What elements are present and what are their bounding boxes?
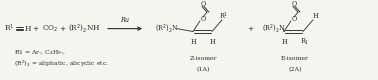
Text: (1A): (1A) — [196, 67, 210, 72]
Text: Ru: Ru — [121, 16, 130, 24]
Text: R$^{1}$: R$^{1}$ — [4, 23, 14, 34]
Text: (2A): (2A) — [288, 67, 302, 72]
Text: O: O — [291, 0, 297, 8]
Text: R$^{1}$: R$^{1}$ — [219, 10, 229, 22]
Text: H: H — [209, 38, 215, 46]
Text: H: H — [190, 38, 196, 46]
Text: +: + — [247, 25, 253, 33]
Text: H: H — [25, 25, 31, 33]
Text: (R$^{2}$)$_{2}$NH: (R$^{2}$)$_{2}$NH — [68, 23, 101, 34]
Text: O: O — [200, 0, 206, 8]
Text: (R$^{2}$)$_{2}$N: (R$^{2}$)$_{2}$N — [262, 23, 286, 34]
Text: Z-isomer: Z-isomer — [189, 56, 217, 61]
Text: +: + — [59, 25, 65, 33]
Text: CO$_{2}$: CO$_{2}$ — [42, 24, 58, 34]
Text: (R$^{2}$)$_{2}$ = aliphatic, alicyclic etc.: (R$^{2}$)$_{2}$ = aliphatic, alicyclic e… — [14, 58, 109, 69]
Text: +: + — [32, 25, 38, 33]
Text: R$_{1}$: R$_{1}$ — [300, 37, 310, 47]
Text: O: O — [200, 15, 206, 23]
Text: R1 = Ar-, C$_{4}$H$_{9}$-,: R1 = Ar-, C$_{4}$H$_{9}$-, — [14, 48, 66, 57]
Text: E-isomer: E-isomer — [281, 56, 309, 61]
Text: H: H — [281, 38, 287, 46]
Text: (R$^{2}$)$_{2}$N: (R$^{2}$)$_{2}$N — [155, 23, 179, 34]
Text: O: O — [291, 15, 297, 23]
Text: H: H — [312, 12, 318, 20]
